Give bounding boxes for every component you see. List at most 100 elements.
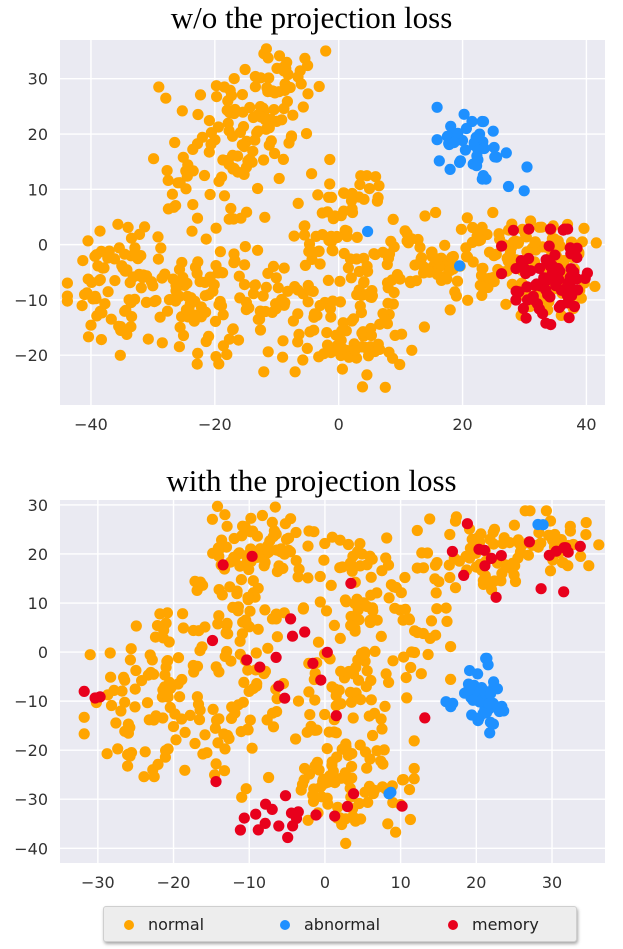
point-normal: [308, 308, 321, 320]
point-normal: [439, 239, 451, 251]
point-normal: [356, 381, 369, 393]
point-normal: [170, 280, 182, 292]
point-normal: [156, 337, 168, 349]
x-tick-label: 10: [390, 873, 410, 892]
point-normal: [209, 722, 221, 734]
point-normal: [89, 290, 101, 302]
point-memory: [282, 831, 294, 844]
point-memory: [521, 281, 533, 293]
point-normal: [425, 615, 438, 627]
plot-panel-1: −40 −20 0 20 40 −20 −10 0 10 20 30: [14, 40, 605, 434]
point-normal: [193, 714, 206, 726]
point-normal: [242, 664, 254, 676]
point-normal: [108, 253, 121, 265]
point-normal: [177, 329, 190, 342]
point-normal: [430, 587, 442, 599]
point-normal: [112, 743, 124, 755]
point-normal: [268, 104, 280, 116]
point-normal: [496, 567, 508, 580]
point-normal: [382, 282, 394, 294]
point-normal: [191, 660, 204, 672]
point-normal: [474, 234, 487, 246]
point-normal: [177, 622, 189, 634]
point-normal: [242, 591, 254, 604]
point-normal: [403, 614, 416, 626]
point-normal: [258, 154, 270, 166]
point-memory: [285, 613, 297, 625]
point-normal: [322, 274, 334, 286]
point-normal: [161, 655, 173, 668]
point-normal: [305, 720, 317, 732]
point-normal: [247, 575, 259, 587]
point-normal: [326, 681, 338, 693]
y-tick-label: 30: [28, 70, 48, 89]
point-normal: [279, 297, 291, 309]
point-normal: [166, 188, 178, 200]
point-memory: [523, 536, 536, 548]
point-normal: [156, 272, 168, 284]
point-normal: [340, 837, 352, 850]
point-normal: [293, 328, 305, 340]
point-normal: [399, 603, 411, 616]
point-normal: [307, 789, 319, 801]
point-normal: [266, 613, 279, 625]
point-normal: [339, 767, 351, 779]
point-normal: [270, 298, 282, 310]
legend-item-abnormal: abnormal: [280, 915, 380, 934]
point-memory: [273, 820, 285, 832]
point-normal: [127, 271, 139, 283]
point-normal: [405, 661, 417, 674]
point-abnormal: [502, 180, 515, 193]
point-normal: [246, 742, 258, 754]
point-normal: [247, 525, 259, 537]
point-normal: [488, 523, 501, 535]
point-normal: [119, 696, 131, 708]
point-normal: [290, 555, 302, 567]
point-normal: [289, 281, 301, 293]
point-normal: [361, 369, 373, 381]
point-normal: [387, 655, 399, 667]
point-normal: [344, 557, 357, 569]
point-normal: [115, 705, 127, 717]
point-normal: [210, 80, 222, 92]
point-normal: [124, 654, 136, 666]
point-normal: [189, 737, 201, 750]
point-normal: [419, 210, 431, 222]
point-normal: [381, 532, 393, 544]
point-normal: [209, 315, 222, 327]
point-normal: [461, 212, 473, 224]
point-normal: [303, 525, 315, 537]
point-memory: [568, 300, 581, 313]
x-tick-label: −30: [81, 873, 115, 892]
point-normal: [400, 672, 412, 684]
point-memory: [341, 800, 354, 813]
y-tick-label: 20: [28, 125, 48, 144]
point-normal: [204, 271, 216, 283]
point-memory: [550, 545, 562, 557]
point-normal: [302, 540, 314, 552]
point-normal: [260, 43, 272, 55]
point-memory: [543, 240, 555, 252]
point-normal: [303, 686, 315, 698]
point-normal: [320, 45, 332, 57]
point-normal: [179, 726, 191, 739]
point-normal: [297, 354, 309, 366]
point-normal: [557, 557, 569, 569]
point-normal: [241, 206, 253, 218]
point-normal: [298, 774, 310, 786]
point-normal: [136, 675, 148, 687]
point-abnormal: [433, 155, 445, 167]
point-normal: [363, 710, 375, 722]
point-normal: [235, 574, 247, 586]
point-normal: [177, 608, 189, 620]
point-normal: [345, 272, 357, 284]
point-memory: [545, 319, 557, 331]
point-memory: [533, 262, 546, 274]
point-normal: [302, 814, 314, 826]
point-normal: [314, 570, 326, 583]
point-normal: [109, 275, 121, 287]
point-normal: [397, 774, 410, 786]
point-normal: [540, 505, 553, 517]
point-memory: [299, 626, 311, 638]
point-normal: [269, 147, 281, 160]
